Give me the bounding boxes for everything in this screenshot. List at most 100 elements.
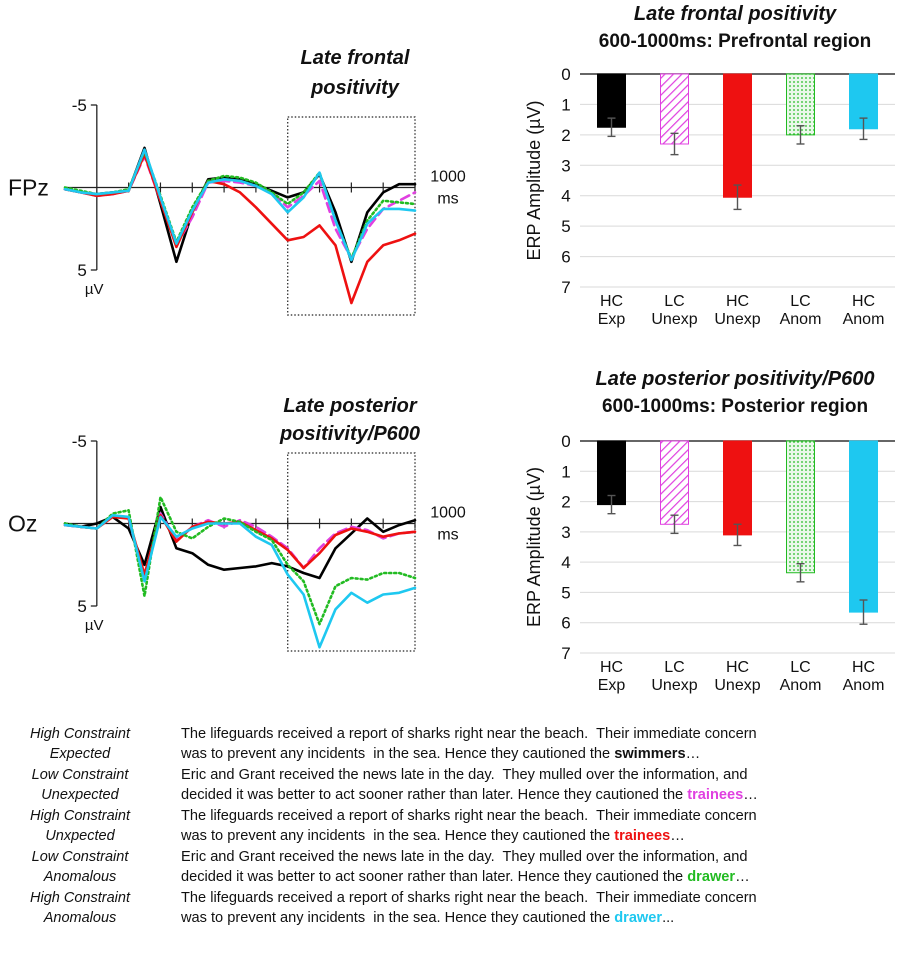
chart-title: Late posterior positivity/P600 [596, 368, 875, 390]
condition-label: High Constraint [30, 808, 131, 824]
y-tick-label: -5 [72, 432, 87, 451]
erp-trace [63, 146, 417, 264]
x-tick-label: HC [726, 659, 749, 676]
erp-trace [63, 495, 417, 626]
bar [660, 73, 689, 145]
sentence-line: The lifeguards received a report of shar… [181, 890, 757, 906]
y-tick-label: 4 [561, 553, 570, 572]
y-unit: µV [85, 281, 104, 298]
bar [597, 440, 626, 506]
x-tick-label: Anom [780, 311, 822, 328]
y-tick-label: 2 [561, 493, 570, 512]
condition-label: Anomalous [43, 869, 117, 885]
time-window [287, 116, 416, 316]
sentence-line: Eric and Grant received the news late in… [181, 767, 748, 783]
sentence-text: was to prevent any incidents in the sea.… [180, 828, 614, 844]
condition-label: Low Constraint [32, 849, 130, 865]
erp-trace [63, 148, 417, 262]
sentence-ending: … [686, 746, 701, 762]
sentence-ending: ... [662, 910, 674, 926]
y-tick-label: 1 [561, 462, 570, 481]
y-tick-label: 6 [561, 614, 570, 633]
sentence-line: was to prevent any incidents in the sea.… [180, 746, 700, 762]
sentence-text: was to prevent any incidents in the sea.… [180, 746, 614, 762]
x-tick-label: HC [600, 293, 623, 310]
y-tick-label: 4 [561, 187, 570, 206]
time-window [287, 452, 416, 652]
x-tick-label: LC [664, 659, 684, 676]
target-word: drawer [687, 869, 735, 885]
erp-trace [63, 149, 417, 260]
chart-title: Late frontal positivity [634, 3, 837, 25]
bar [786, 440, 815, 574]
y-tick-label: 5 [77, 261, 86, 280]
chart-title: 600-1000ms: Prefrontal region [599, 31, 871, 52]
y-tick-label: 2 [561, 126, 570, 145]
sentence-line: The lifeguards received a report of shar… [181, 726, 757, 742]
y-tick-label: 3 [561, 156, 570, 175]
y-axis-label: ERP Amplitude (µV) [524, 100, 544, 260]
y-unit: µV [85, 617, 104, 634]
x-unit: ms [437, 527, 458, 544]
y-tick-label: 5 [561, 583, 570, 602]
y-tick-label: 6 [561, 248, 570, 267]
channel-label: FPz [8, 175, 49, 201]
sentence-line: decided it was better to act sooner rath… [181, 787, 758, 803]
sentence-line: Eric and Grant received the news late in… [181, 849, 748, 865]
condition-label: Unxpected [45, 828, 115, 844]
erp-trace [63, 154, 417, 260]
x-tick-label: 1000 [430, 505, 466, 522]
sentence-text: decided it was better to act sooner rath… [181, 869, 687, 885]
y-tick-label: 1 [561, 95, 570, 114]
sentence-ending: … [670, 828, 685, 844]
x-tick-label: HC [726, 293, 749, 310]
x-tick-label: LC [790, 659, 810, 676]
sentence-line: decided it was better to act sooner rath… [181, 869, 750, 885]
y-tick-label: -5 [72, 96, 87, 115]
target-word: trainees [687, 787, 743, 803]
x-tick-label: Exp [598, 677, 626, 694]
sentence-line: was to prevent any incidents in the sea.… [180, 828, 685, 844]
target-word: drawer [614, 910, 662, 926]
target-word: swimmers [614, 746, 685, 762]
bar [723, 440, 752, 536]
y-tick-label: 5 [561, 217, 570, 236]
y-tick-label: 3 [561, 523, 570, 542]
target-word: trainees [614, 828, 670, 844]
y-tick-label: 5 [77, 597, 86, 616]
sentence-ending: … [743, 787, 758, 803]
x-tick-label: HC [852, 293, 875, 310]
condition-label: Expected [50, 746, 111, 762]
condition-label: High Constraint [30, 726, 131, 742]
y-tick-label: 0 [561, 65, 570, 84]
bar [723, 73, 752, 198]
condition-label: Low Constraint [32, 767, 130, 783]
x-tick-label: Unexp [714, 311, 760, 328]
chart-title: 600-1000ms: Posterior region [602, 396, 868, 417]
y-tick-label: 7 [561, 644, 570, 663]
sentence-text: was to prevent any incidents in the sea.… [180, 910, 614, 926]
x-tick-label: HC [852, 659, 875, 676]
erp-trace [63, 514, 417, 649]
x-unit: ms [437, 191, 458, 208]
x-tick-label: Anom [843, 311, 885, 328]
x-tick-label: LC [664, 293, 684, 310]
y-tick-label: 7 [561, 278, 570, 297]
x-tick-label: LC [790, 293, 810, 310]
panel-title: Late frontal [301, 47, 410, 69]
sentence-line: was to prevent any incidents in the sea.… [180, 910, 674, 926]
condition-label: High Constraint [30, 890, 131, 906]
panel-title: positivity/P600 [279, 423, 420, 445]
x-tick-label: Unexp [651, 311, 697, 328]
y-axis-label: ERP Amplitude (µV) [524, 467, 544, 627]
x-tick-label: Anom [843, 677, 885, 694]
channel-label: Oz [8, 511, 37, 537]
sentence-line: The lifeguards received a report of shar… [181, 808, 757, 824]
bar [849, 440, 878, 613]
y-tick-label: 0 [561, 432, 570, 451]
panel-title: Late posterior [283, 395, 418, 417]
x-tick-label: Exp [598, 311, 626, 328]
condition-label: Anomalous [43, 910, 117, 926]
